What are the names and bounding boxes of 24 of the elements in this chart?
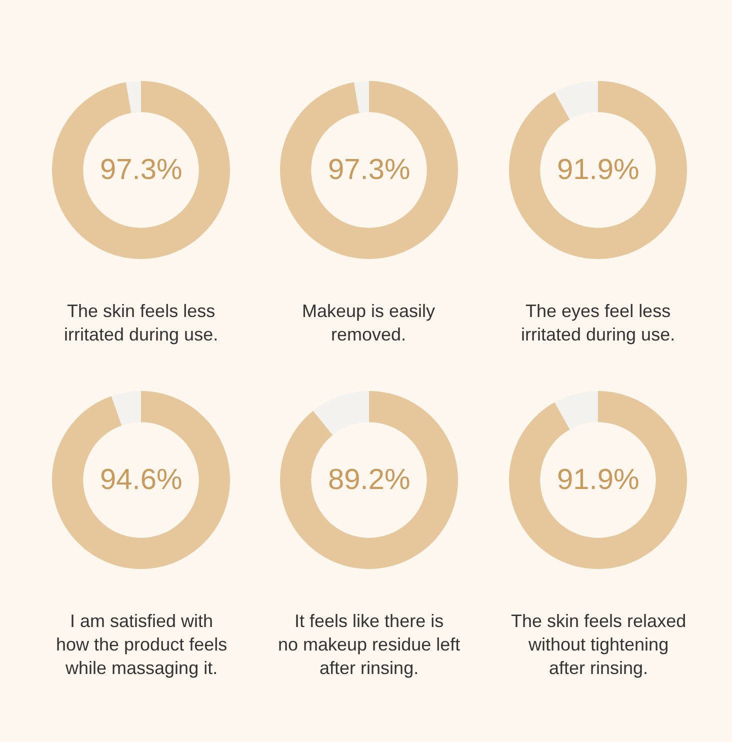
donut-slice [52, 81, 230, 259]
data-label: 89.2% [328, 464, 410, 496]
donut-slice [354, 81, 369, 113]
donut-slice [554, 81, 598, 120]
donut-slice [313, 391, 369, 435]
donut-slice [52, 391, 230, 569]
text: The skin feels relaxed without tightening after rinsing. [511, 611, 686, 678]
donut-slice [509, 391, 687, 569]
data-label: 97.3% [100, 154, 182, 186]
donut-slice [280, 81, 458, 259]
donut-slice [111, 391, 141, 426]
donut-slice [554, 391, 598, 430]
data-label: 97.3% [328, 154, 410, 186]
text: The skin feels less irritated during use. [64, 301, 218, 344]
donut-slice [126, 81, 141, 113]
donut-slice [509, 81, 687, 259]
donut-slice [280, 391, 458, 569]
text: Makeup is easily removed. [302, 301, 436, 344]
text: The eyes feel less irritated during use. [521, 301, 676, 344]
data-label: 91.9% [557, 464, 640, 496]
text: I am satisfied with how the product feels while massaging it. [56, 611, 228, 678]
data-label: 91.9% [557, 154, 640, 186]
data-label: 94.6% [100, 464, 182, 496]
text: It feels like there is no makeup residue left after rinsing. [278, 611, 460, 678]
